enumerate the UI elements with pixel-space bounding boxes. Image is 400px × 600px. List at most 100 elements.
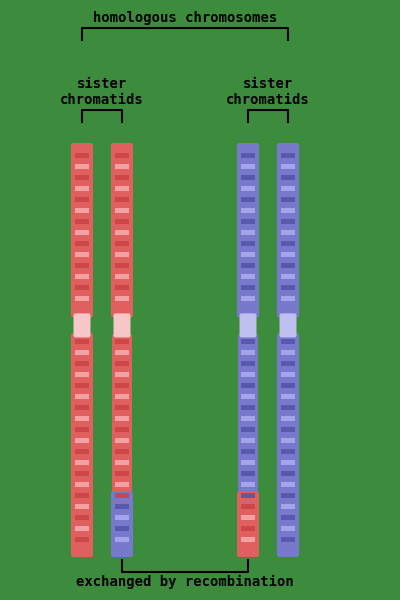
FancyBboxPatch shape: [277, 143, 299, 317]
Bar: [241, 186, 255, 191]
Bar: [75, 219, 89, 224]
Bar: [241, 241, 255, 246]
Bar: [241, 164, 255, 169]
Bar: [241, 505, 255, 509]
Bar: [241, 416, 255, 421]
FancyBboxPatch shape: [277, 334, 299, 557]
Bar: [241, 493, 255, 499]
Bar: [281, 340, 295, 344]
Bar: [281, 493, 295, 499]
Bar: [115, 416, 129, 421]
Text: exchanged by recombination: exchanged by recombination: [76, 575, 294, 589]
Bar: [281, 219, 295, 224]
Bar: [115, 515, 129, 520]
FancyBboxPatch shape: [71, 334, 93, 557]
Bar: [241, 515, 255, 520]
Bar: [281, 472, 295, 476]
Bar: [241, 361, 255, 367]
Bar: [75, 263, 89, 268]
Bar: [115, 296, 129, 301]
Bar: [115, 406, 129, 410]
Bar: [241, 274, 255, 279]
Bar: [241, 460, 255, 466]
Bar: [281, 416, 295, 421]
Bar: [75, 505, 89, 509]
Bar: [75, 526, 89, 532]
FancyBboxPatch shape: [111, 491, 133, 557]
Bar: [241, 394, 255, 400]
Bar: [281, 153, 295, 158]
Text: sister
chromatids: sister chromatids: [226, 77, 310, 107]
Bar: [281, 439, 295, 443]
Bar: [281, 350, 295, 355]
Bar: [281, 427, 295, 433]
Bar: [241, 197, 255, 202]
Bar: [241, 538, 255, 542]
Bar: [241, 153, 255, 158]
Bar: [281, 515, 295, 520]
Bar: [75, 252, 89, 257]
Bar: [241, 230, 255, 235]
Bar: [241, 427, 255, 433]
Bar: [75, 439, 89, 443]
Bar: [281, 449, 295, 454]
Bar: [115, 472, 129, 476]
Bar: [281, 241, 295, 246]
Bar: [241, 175, 255, 180]
Bar: [241, 219, 255, 224]
Bar: [115, 493, 129, 499]
FancyBboxPatch shape: [237, 491, 259, 557]
Bar: [115, 175, 129, 180]
Bar: [115, 505, 129, 509]
Bar: [281, 460, 295, 466]
Bar: [115, 219, 129, 224]
Bar: [115, 252, 129, 257]
Bar: [75, 285, 89, 290]
Bar: [115, 285, 129, 290]
Bar: [75, 493, 89, 499]
Bar: [281, 383, 295, 388]
Bar: [281, 186, 295, 191]
Bar: [281, 482, 295, 487]
Bar: [75, 538, 89, 542]
Bar: [75, 427, 89, 433]
Bar: [241, 285, 255, 290]
Bar: [241, 406, 255, 410]
Text: sister
chromatids: sister chromatids: [60, 77, 144, 107]
Bar: [241, 482, 255, 487]
Bar: [241, 208, 255, 213]
Bar: [241, 252, 255, 257]
Bar: [281, 296, 295, 301]
Bar: [241, 439, 255, 443]
Bar: [281, 394, 295, 400]
Bar: [281, 175, 295, 180]
Bar: [75, 350, 89, 355]
Bar: [241, 296, 255, 301]
FancyBboxPatch shape: [237, 143, 259, 317]
Bar: [241, 383, 255, 388]
Bar: [281, 406, 295, 410]
FancyBboxPatch shape: [74, 313, 90, 337]
Bar: [115, 439, 129, 443]
Bar: [115, 274, 129, 279]
Bar: [115, 350, 129, 355]
Bar: [241, 263, 255, 268]
Bar: [115, 208, 129, 213]
Bar: [75, 373, 89, 377]
Bar: [115, 373, 129, 377]
Bar: [75, 515, 89, 520]
Bar: [75, 383, 89, 388]
Bar: [281, 164, 295, 169]
Bar: [241, 373, 255, 377]
Bar: [281, 208, 295, 213]
Bar: [115, 361, 129, 367]
Bar: [115, 526, 129, 532]
Bar: [281, 197, 295, 202]
Bar: [281, 526, 295, 532]
Bar: [75, 197, 89, 202]
Bar: [75, 460, 89, 466]
Bar: [241, 350, 255, 355]
Bar: [115, 230, 129, 235]
Bar: [281, 230, 295, 235]
Bar: [75, 208, 89, 213]
